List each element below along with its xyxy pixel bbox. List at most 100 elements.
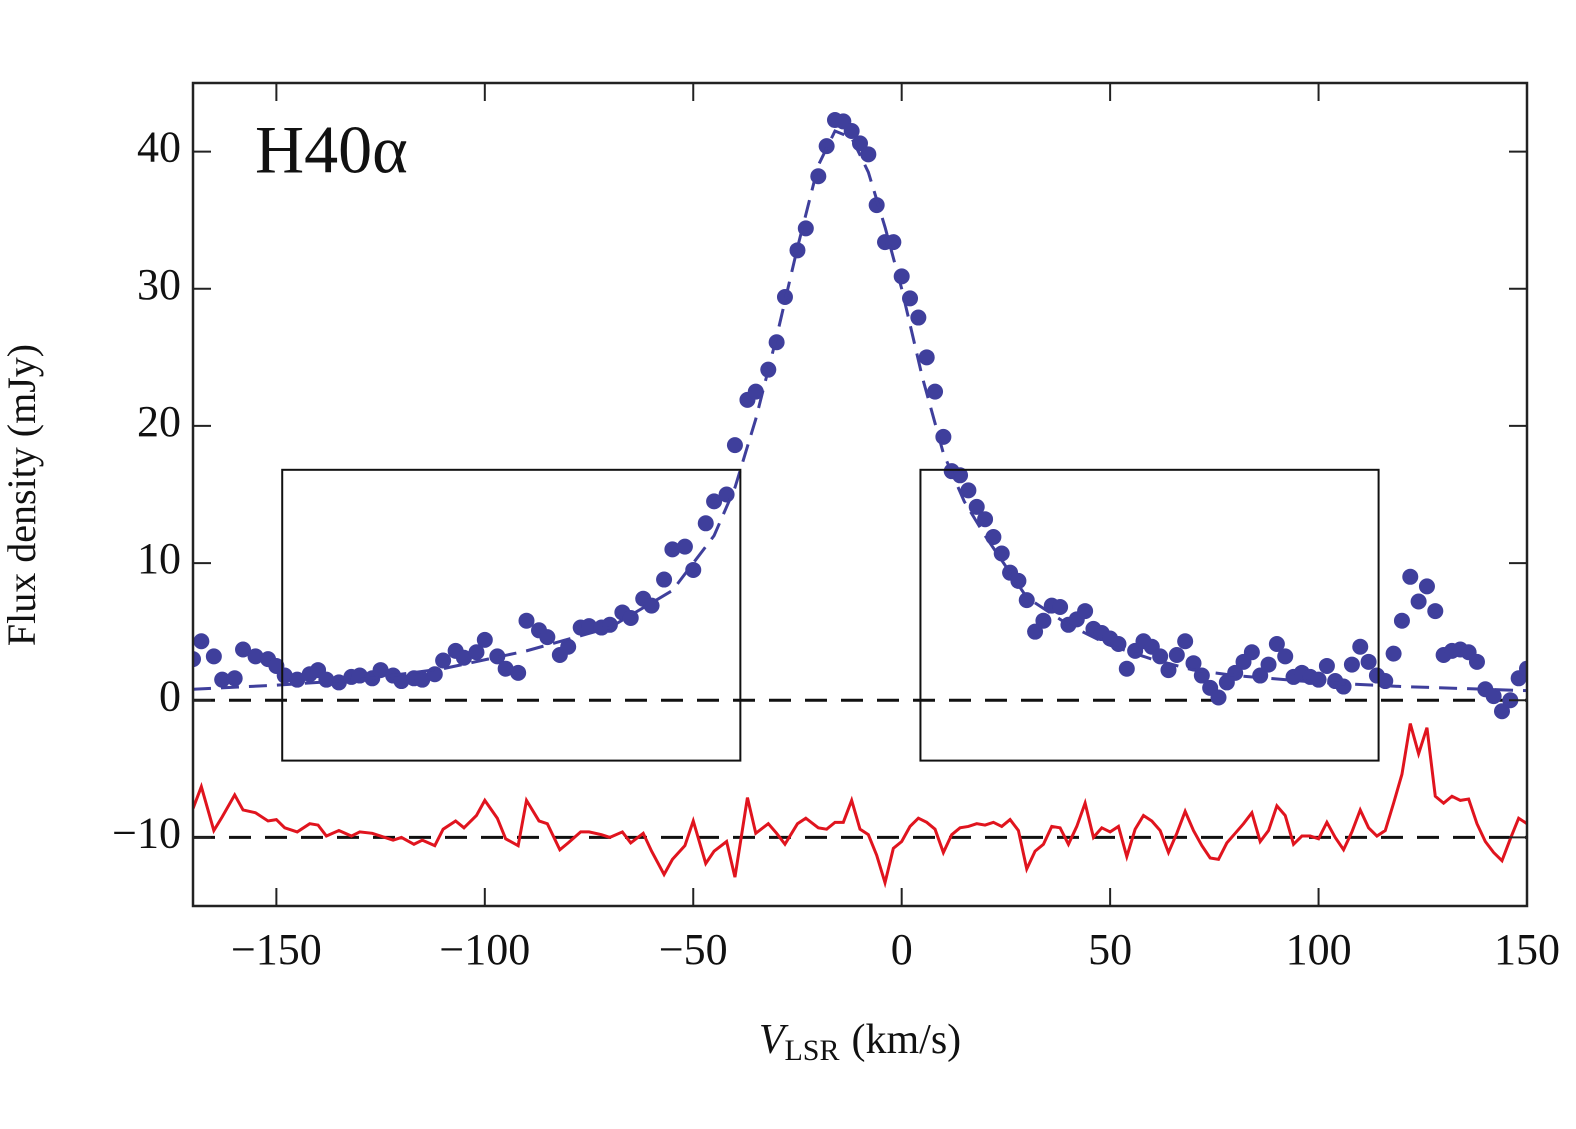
data-point bbox=[818, 138, 835, 155]
data-point bbox=[718, 486, 735, 503]
data-point bbox=[1027, 623, 1044, 640]
window-box bbox=[281, 468, 742, 762]
x-tick-label: 100 bbox=[1286, 925, 1352, 974]
data-point bbox=[1210, 689, 1227, 706]
data-point bbox=[910, 309, 927, 326]
data-point bbox=[1318, 657, 1335, 674]
data-point bbox=[1427, 603, 1444, 620]
data-point bbox=[1335, 678, 1352, 695]
x-label-subscript: LSR bbox=[784, 1034, 839, 1067]
data-point bbox=[455, 649, 472, 666]
data-point bbox=[960, 482, 977, 499]
data-point bbox=[247, 648, 264, 665]
data-point bbox=[985, 529, 1002, 546]
data-point bbox=[977, 511, 994, 528]
data-point bbox=[276, 667, 293, 684]
data-point bbox=[968, 498, 985, 515]
data-point bbox=[560, 638, 577, 655]
data-point bbox=[860, 146, 877, 163]
data-point bbox=[318, 671, 335, 688]
data-point bbox=[726, 437, 743, 454]
data-point bbox=[1493, 703, 1510, 720]
y-tick-label: −10 bbox=[112, 809, 181, 858]
y-tick-label: 20 bbox=[137, 397, 181, 446]
data-point bbox=[1077, 603, 1094, 620]
data-point bbox=[843, 123, 860, 140]
window-box bbox=[919, 468, 1380, 762]
data-point bbox=[1468, 653, 1485, 670]
data-point bbox=[1010, 572, 1027, 589]
data-point bbox=[539, 629, 556, 646]
data-point bbox=[1393, 612, 1410, 629]
data-point bbox=[1360, 653, 1377, 670]
data-point bbox=[1168, 646, 1185, 663]
data-point bbox=[664, 541, 681, 558]
data-point bbox=[1519, 660, 1527, 677]
data-point bbox=[789, 242, 806, 259]
data-point bbox=[1152, 648, 1169, 665]
data-point bbox=[893, 268, 910, 285]
data-point bbox=[372, 662, 389, 679]
data-point bbox=[1118, 660, 1135, 677]
data-point bbox=[927, 383, 944, 400]
data-point bbox=[393, 673, 410, 690]
data-point bbox=[656, 571, 673, 588]
data-point bbox=[193, 633, 210, 650]
data-point bbox=[918, 349, 935, 366]
data-point bbox=[468, 644, 485, 661]
data-point bbox=[885, 234, 902, 251]
data-point bbox=[1052, 598, 1069, 615]
y-axis-label: Flux density (mJy) bbox=[0, 344, 44, 646]
data-point bbox=[1260, 656, 1277, 673]
plot-frame bbox=[191, 81, 1529, 908]
x-label-symbol: V bbox=[759, 1017, 789, 1063]
y-tick-label: 10 bbox=[137, 534, 181, 583]
data-point bbox=[489, 648, 506, 665]
x-tick-label: 150 bbox=[1494, 925, 1560, 974]
data-point bbox=[426, 666, 443, 683]
data-point bbox=[685, 561, 702, 578]
data-point bbox=[1018, 592, 1035, 609]
data-point bbox=[601, 616, 618, 633]
data-point bbox=[193, 651, 201, 668]
x-tick-label: 0 bbox=[891, 925, 913, 974]
residual-line bbox=[193, 723, 1527, 889]
data-point bbox=[1402, 568, 1419, 585]
data-point bbox=[235, 641, 252, 658]
data-point bbox=[1177, 633, 1194, 650]
annotation: H40α bbox=[255, 112, 408, 188]
x-axis-label: VLSR (km/s) bbox=[759, 1017, 961, 1067]
plot-area bbox=[193, 112, 1527, 889]
data-point bbox=[1243, 644, 1260, 661]
fit-line bbox=[193, 129, 1527, 693]
data-point bbox=[697, 515, 714, 532]
data-point bbox=[226, 670, 243, 687]
data-point bbox=[205, 648, 222, 665]
data-point bbox=[676, 538, 693, 555]
data-point bbox=[1385, 645, 1402, 662]
data-point bbox=[993, 545, 1010, 562]
data-point bbox=[518, 612, 535, 629]
data-point bbox=[1227, 664, 1244, 681]
y-tick-label: 40 bbox=[137, 123, 181, 172]
data-point bbox=[1418, 578, 1435, 595]
data-point bbox=[1485, 688, 1502, 705]
data-point bbox=[1268, 636, 1285, 653]
data-point bbox=[476, 631, 493, 648]
data-point bbox=[1343, 656, 1360, 673]
data-point bbox=[1277, 648, 1294, 665]
data-point bbox=[643, 597, 660, 614]
data-point bbox=[1252, 667, 1269, 684]
data-point bbox=[435, 652, 452, 669]
data-point bbox=[706, 493, 723, 510]
data-point bbox=[1185, 655, 1202, 672]
y-tick-label: 30 bbox=[137, 260, 181, 309]
x-tick-label: 50 bbox=[1088, 925, 1132, 974]
data-point bbox=[214, 671, 231, 688]
data-point bbox=[497, 660, 514, 677]
x-tick-label: −100 bbox=[439, 925, 530, 974]
data-point bbox=[510, 664, 527, 681]
x-label-unit: (km/s) bbox=[852, 1017, 962, 1063]
data-point bbox=[747, 383, 764, 400]
